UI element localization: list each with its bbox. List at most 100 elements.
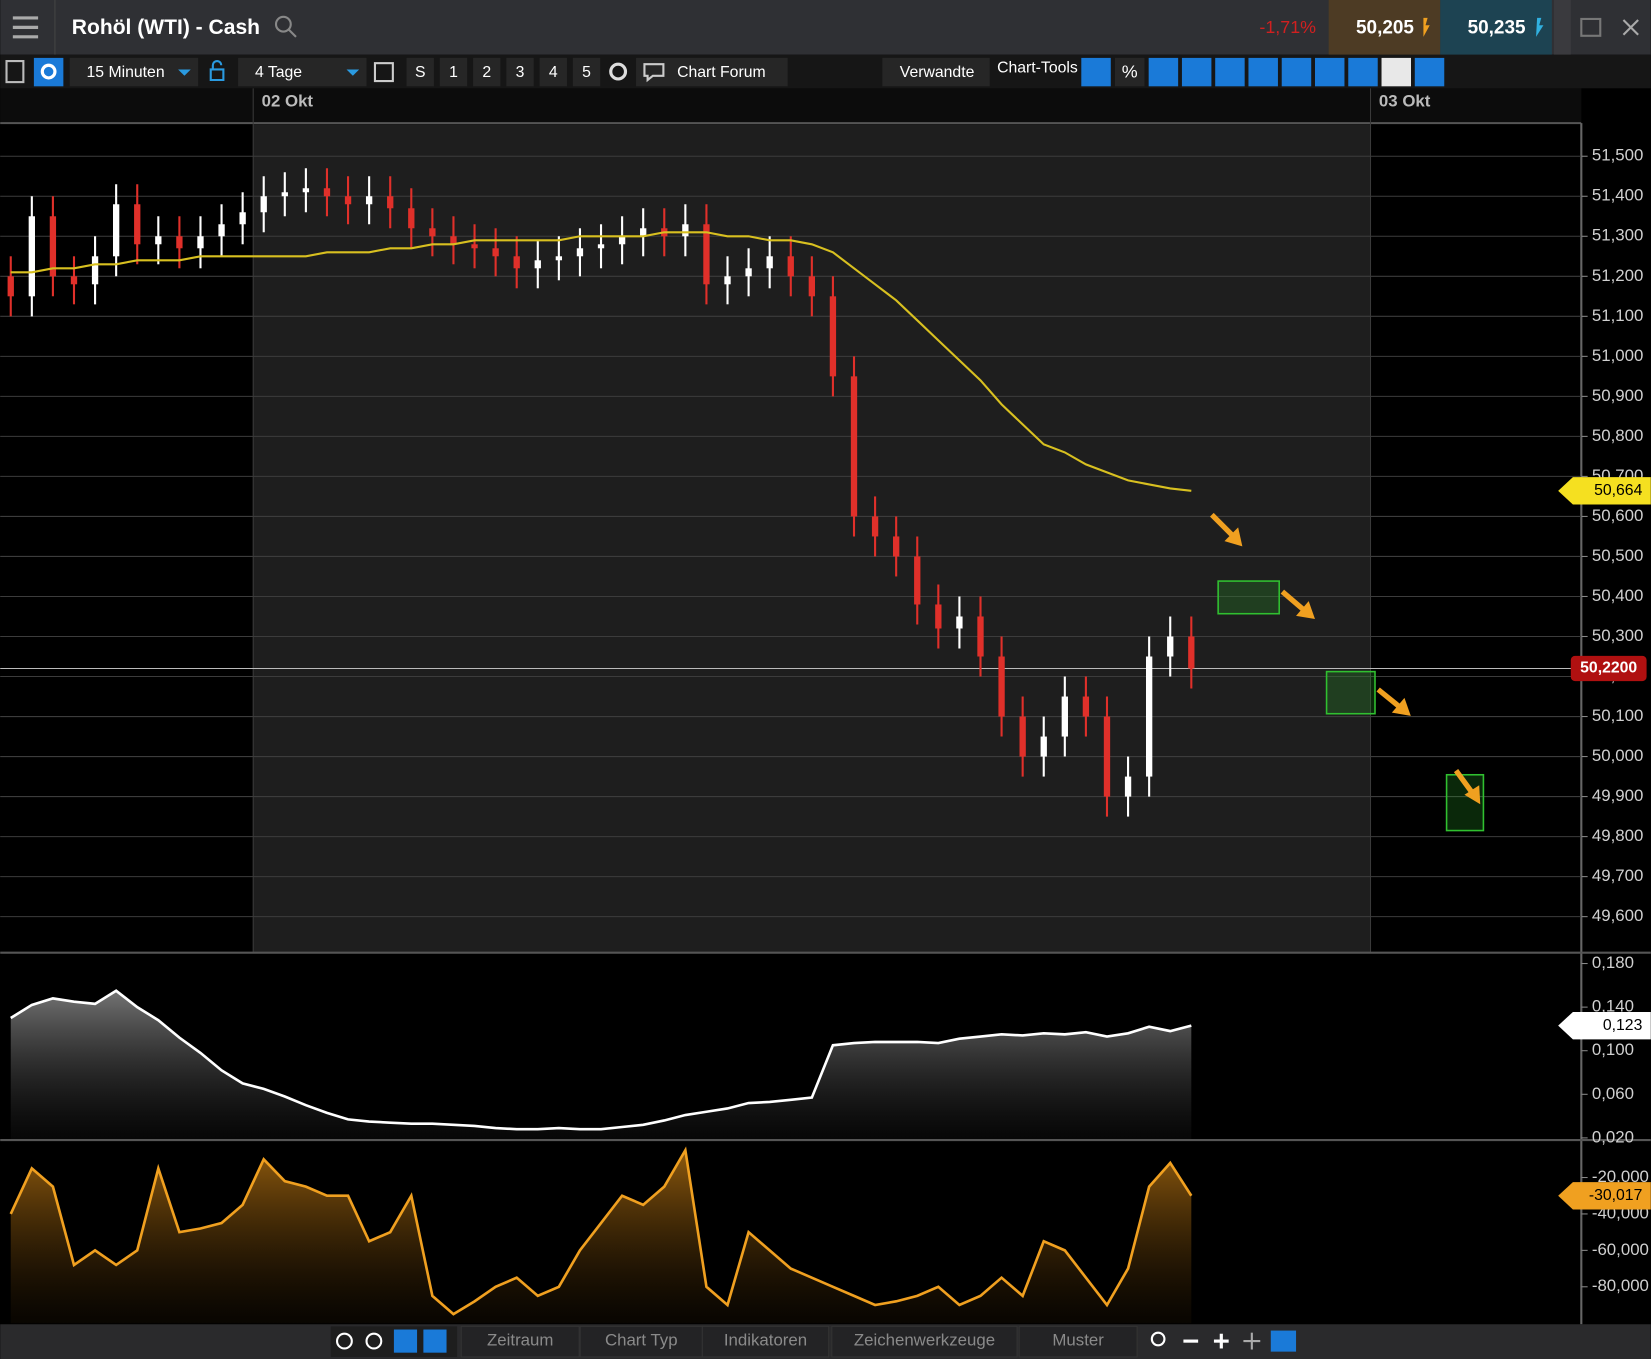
- up-arrow: [1536, 17, 1544, 37]
- y-tick-label: 50,600: [1592, 506, 1643, 525]
- axis-panel: [1581, 88, 1651, 1325]
- tool-button[interactable]: [1281, 57, 1312, 87]
- candle-body: [1188, 636, 1195, 669]
- candle-body: [471, 244, 478, 249]
- period-button[interactable]: [506, 57, 534, 87]
- search-icon[interactable]: [274, 15, 297, 38]
- related-button[interactable]: [882, 57, 990, 87]
- clear-icon[interactable]: [365, 1332, 383, 1350]
- candle-body: [640, 228, 647, 237]
- tool-button[interactable]: [1215, 57, 1245, 87]
- tab-label: Chart Typ: [605, 1331, 678, 1350]
- tool-button[interactable]: [1148, 57, 1179, 87]
- candle-body: [70, 276, 78, 285]
- settings-button[interactable]: [33, 57, 64, 87]
- y-tick-label: 0,180: [1592, 953, 1634, 972]
- zoom-icon[interactable]: [1150, 1331, 1166, 1347]
- tab-label: Zeichenwerkzeuge: [854, 1331, 995, 1350]
- period-button[interactable]: [539, 57, 567, 87]
- y-tick-label: 50,400: [1592, 586, 1643, 605]
- tab[interactable]: [579, 1325, 703, 1358]
- tab[interactable]: [1018, 1325, 1138, 1358]
- candle-body: [513, 256, 520, 269]
- tool-button[interactable]: [1381, 57, 1411, 87]
- ask-box[interactable]: [1440, 0, 1552, 55]
- refresh-icon[interactable]: [336, 1332, 353, 1350]
- tab[interactable]: [831, 1325, 1018, 1358]
- draw-icon[interactable]: [393, 1329, 418, 1353]
- tab[interactable]: [460, 1325, 580, 1358]
- crosshair[interactable]: [1243, 1332, 1261, 1350]
- candle-body: [323, 188, 331, 197]
- y-tick-label: 0,140: [1592, 997, 1634, 1016]
- forum-button[interactable]: [636, 57, 788, 87]
- candle-body: [450, 236, 457, 245]
- bid-box[interactable]: [1328, 0, 1441, 55]
- candle-body: [387, 196, 394, 209]
- tool-button[interactable]: [1248, 57, 1278, 87]
- candle-body: [1103, 716, 1111, 797]
- y-tick-label: 51,500: [1592, 146, 1643, 165]
- period-button[interactable]: [572, 57, 601, 87]
- close-button[interactable]: [1622, 19, 1639, 36]
- tool-button[interactable]: [1181, 57, 1212, 87]
- candle-body: [597, 244, 605, 249]
- period-label: 5: [582, 64, 591, 81]
- candle-body: [492, 248, 499, 257]
- y-tick-label: 49,900: [1592, 786, 1643, 805]
- interval-select[interactable]: [69, 57, 199, 87]
- candle-body: [682, 224, 689, 237]
- tool-button[interactable]: [1414, 57, 1445, 87]
- candle-body: [808, 276, 816, 297]
- candle-body: [28, 216, 35, 297]
- candle-body: [344, 196, 352, 205]
- tab[interactable]: [701, 1325, 830, 1358]
- interval: 15 Minuten: [87, 64, 165, 81]
- calendar-icon[interactable]: [373, 62, 394, 83]
- tab-label: Indikatoren: [724, 1331, 807, 1350]
- restore-button[interactable]: [1580, 17, 1602, 37]
- period-button[interactable]: [473, 57, 501, 87]
- ask-price: 50,235: [1468, 17, 1526, 38]
- values-toggle[interactable]: [1270, 1330, 1297, 1352]
- gear-icon[interactable]: [609, 62, 628, 81]
- y-tick-label: -80,000: [1592, 1276, 1649, 1295]
- y-tick-label: 50,000: [1592, 746, 1643, 765]
- period-button[interactable]: [439, 57, 468, 87]
- area-fill: [10, 1150, 1192, 1324]
- percent-button[interactable]: [1114, 57, 1145, 87]
- candle-body: [429, 228, 436, 237]
- scroll: [1553, 0, 1571, 55]
- period-label: 1: [449, 64, 458, 81]
- candle-body: [239, 212, 246, 225]
- dropdown-arrow: [346, 69, 360, 76]
- candle-body: [176, 236, 183, 249]
- candle-body: [1167, 636, 1174, 657]
- tool-button[interactable]: [1081, 57, 1111, 87]
- tab-label: Muster: [1052, 1331, 1104, 1350]
- value-tag: [1558, 1182, 1651, 1210]
- candle-body: [112, 204, 120, 257]
- y-tick-label: 50,800: [1592, 426, 1643, 445]
- value-tag-label: 50,664: [1594, 482, 1642, 499]
- list-icon[interactable]: [5, 60, 25, 84]
- scroll-icon[interactable]: [423, 1329, 447, 1353]
- menu-icon[interactable]: [12, 16, 39, 39]
- value-tag: [1558, 477, 1651, 505]
- lock-icon[interactable]: [209, 60, 225, 82]
- zoom-in[interactable]: [1213, 1333, 1229, 1349]
- candle-body: [766, 256, 773, 269]
- y-tick-label: 50,300: [1592, 626, 1643, 645]
- tool-button[interactable]: [1314, 57, 1345, 87]
- candle-body: [618, 236, 626, 245]
- y-tick-label: 49,600: [1592, 906, 1643, 925]
- candle-body: [871, 516, 879, 537]
- y-tick-label: 50,900: [1592, 386, 1643, 405]
- candle-body: [914, 556, 921, 605]
- down-arrow: [1423, 17, 1430, 37]
- period-button[interactable]: [406, 57, 434, 87]
- range-select[interactable]: [238, 57, 367, 87]
- forum-label: Chart Forum: [677, 64, 766, 81]
- tool-button[interactable]: [1348, 57, 1378, 87]
